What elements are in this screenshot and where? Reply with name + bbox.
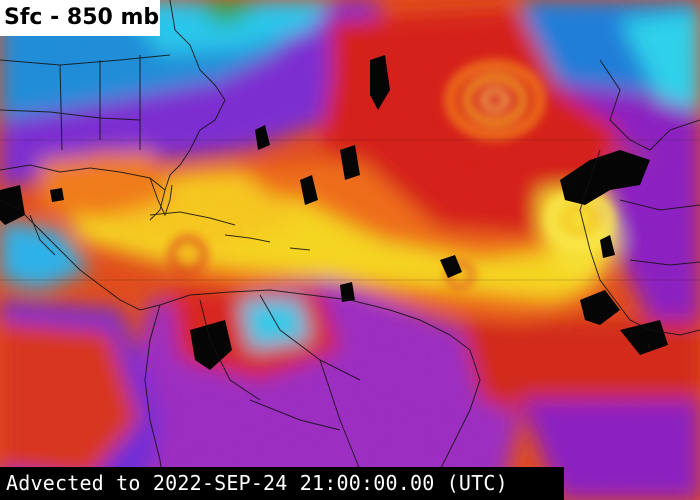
africa-purple-air: [600, 150, 700, 330]
caribbean-storm: [169, 236, 207, 274]
east-pacific-red: [0, 320, 140, 480]
map-title: Sfc - 850 mb: [0, 0, 160, 36]
east-atlantic-yellow: [540, 190, 620, 280]
europe-cyan-air: [620, 10, 700, 110]
pacific-cyan: [0, 220, 90, 290]
east-atlantic-swirl: [546, 191, 615, 249]
dry-air-patches: [0, 55, 668, 370]
gulf-orange: [40, 150, 170, 220]
south-america-cyan: [240, 300, 310, 350]
north-atlantic-cyclone: [445, 60, 546, 140]
green-band: [200, 0, 260, 25]
timestamp-label: Advected to 2022-SEP-24 21:00:00.00 (UTC…: [0, 467, 564, 500]
south-atlantic-purple: [520, 400, 700, 500]
